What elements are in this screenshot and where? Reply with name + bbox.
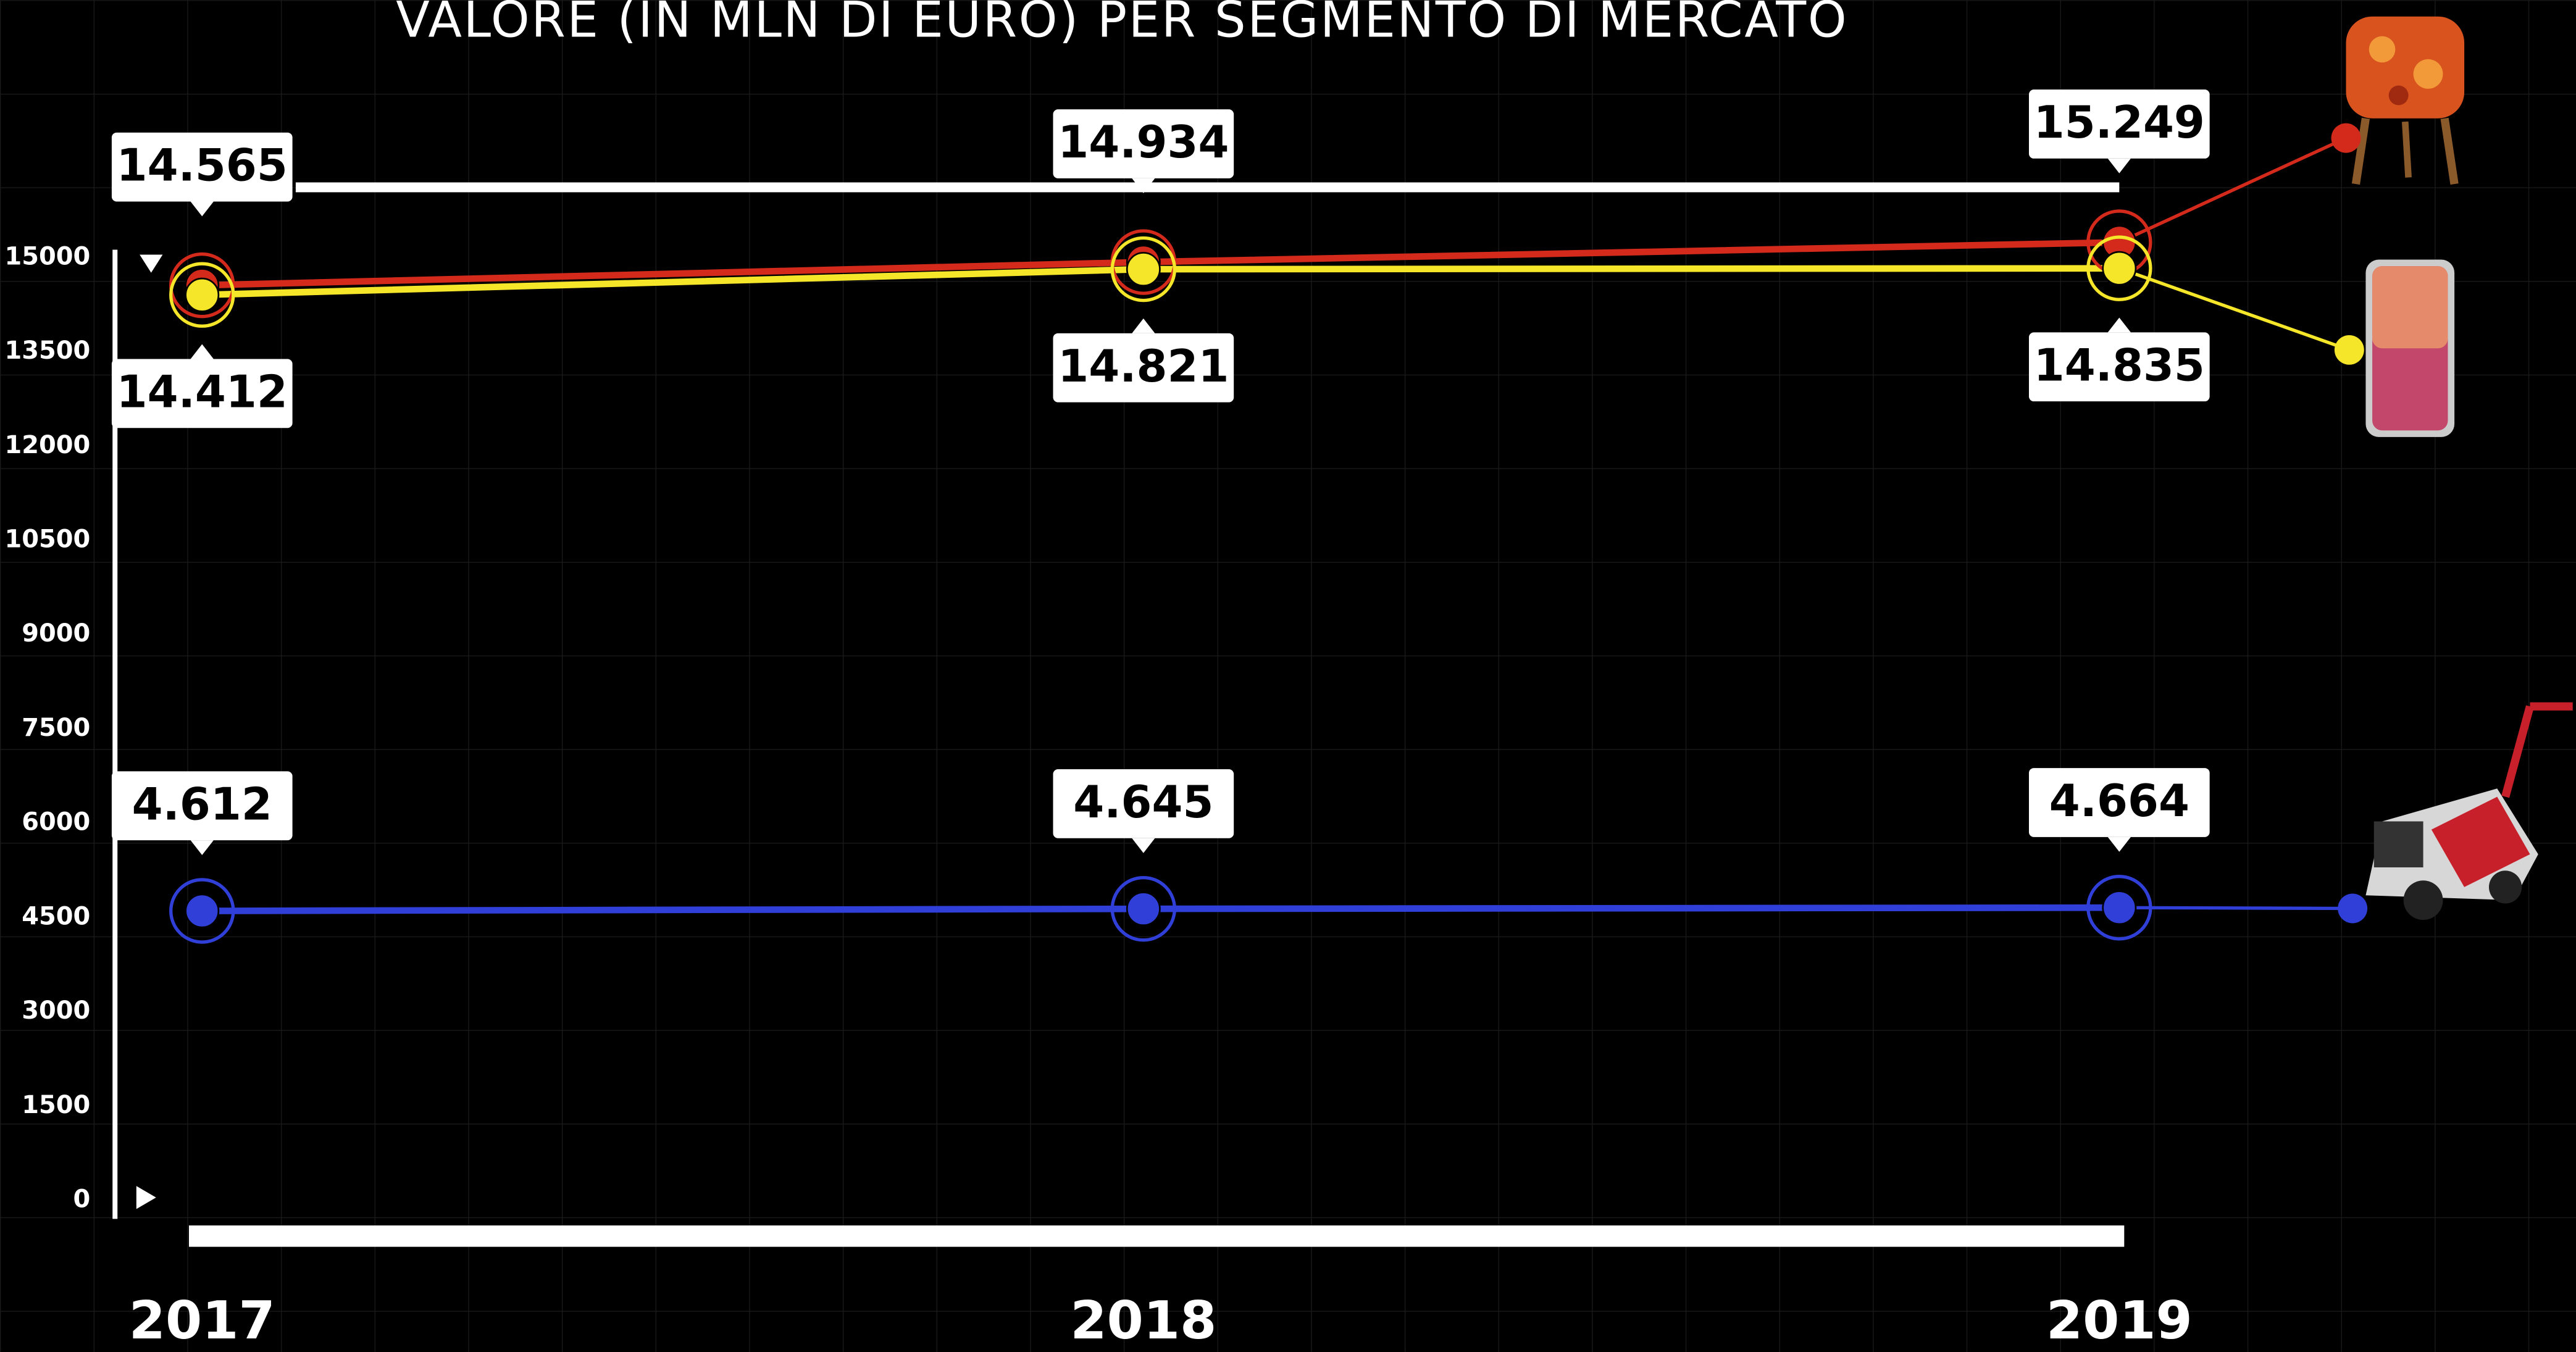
icon-dot <box>2335 335 2364 365</box>
series-line <box>202 908 2119 911</box>
chart: VALORE (IN MLN DI EURO) PER SEGMENTO DI … <box>0 0 2576 1352</box>
page: {"chart_data": {"type": "line", "title":… <box>0 0 2576 1352</box>
phone-icon <box>2365 260 2454 437</box>
chair-icon <box>2346 17 2465 184</box>
y-tick-label: 10500 <box>4 525 90 554</box>
point <box>2103 891 2136 924</box>
point <box>2103 252 2136 285</box>
y-tick-label: 4500 <box>22 902 90 930</box>
y-tick-label: 0 <box>73 1185 91 1214</box>
y-tick-label: 9000 <box>22 619 90 648</box>
x-tick-label: 2018 <box>1070 1290 1216 1351</box>
y-tick-label: 1500 <box>22 1091 90 1119</box>
y-tick-label: 6000 <box>22 808 90 837</box>
chart-title: VALORE (IN MLN DI EURO) PER SEGMENTO DI … <box>396 0 1848 48</box>
value-label: 4.664 <box>2049 775 2189 827</box>
background-grid <box>0 0 2576 1352</box>
value-label: 15.249 <box>2034 96 2205 148</box>
value-label: 14.412 <box>117 366 288 418</box>
point <box>186 895 219 927</box>
point <box>1127 893 1160 925</box>
icon-dot <box>2331 123 2361 153</box>
point <box>1127 252 1160 285</box>
value-label: 14.821 <box>1058 340 1229 392</box>
decor-bar <box>296 182 2119 192</box>
y-tick-label: 7500 <box>22 714 90 742</box>
value-label: 14.835 <box>2034 339 2205 391</box>
y-tick-label: 13500 <box>4 336 90 365</box>
value-label: 4.612 <box>132 778 272 830</box>
value-label: 14.565 <box>117 140 288 191</box>
y-tick-label: 12000 <box>4 431 90 459</box>
decor-bar <box>189 1225 2124 1247</box>
point <box>186 278 219 311</box>
value-label: 14.934 <box>1058 116 1229 168</box>
y-tick-label: 3000 <box>22 996 90 1025</box>
y-tick-label: 15000 <box>4 242 90 270</box>
icon-dot <box>2338 894 2367 924</box>
x-tick-label: 2017 <box>129 1290 275 1351</box>
x-tick-label: 2019 <box>2046 1290 2193 1351</box>
value-label: 4.645 <box>1073 776 1213 828</box>
